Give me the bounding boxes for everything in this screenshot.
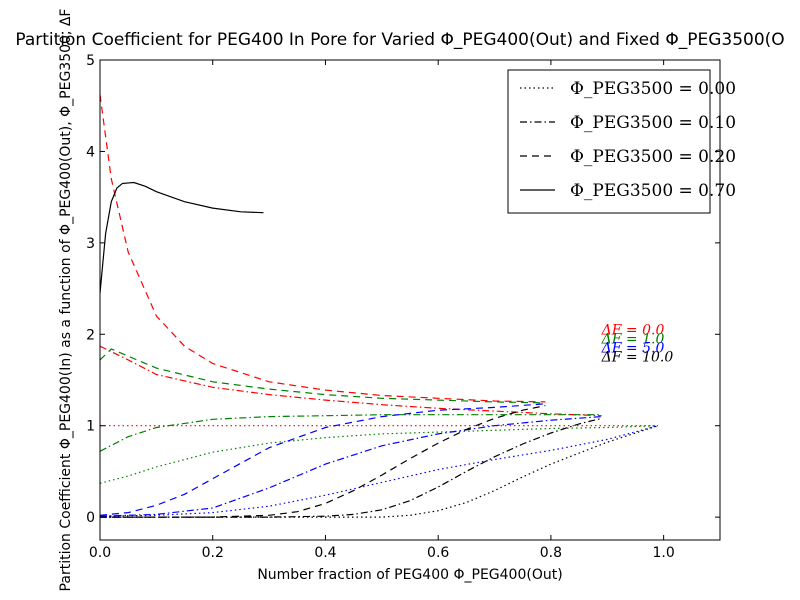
legend-label: Φ_PEG3500 = 0.00 — [570, 79, 736, 99]
x-tick-label: 0.2 — [202, 545, 224, 561]
y-tick-label: 5 — [86, 53, 95, 69]
y-tick-label: 1 — [86, 419, 95, 435]
y-tick-label: 4 — [86, 144, 95, 160]
legend-label: Φ_PEG3500 = 0.70 — [570, 181, 736, 201]
x-tick-label: 0.0 — [89, 545, 111, 561]
legend: Φ_PEG3500 = 0.00 Φ_PEG3500 = 0.10 Φ_PEG350… — [508, 70, 736, 213]
x-tick-label: 0.6 — [427, 545, 449, 561]
x-tick-label: 0.4 — [314, 545, 336, 561]
y-axis-title: Partition Coefficient Φ_PEG400(In) as a … — [58, 9, 74, 592]
y-tick-label: 3 — [86, 236, 95, 252]
annotation-layer: ΔF = 0.0ΔF = 1.0ΔF = 5.0ΔF = 10.0 — [601, 322, 674, 365]
y-tick-label: 2 — [86, 327, 95, 343]
legend-label: Φ_PEG3500 = 0.10 — [570, 113, 736, 133]
x-axis-title: Number fraction of PEG400 Φ_PEG400(Out) — [257, 567, 562, 583]
chart-title: Partition Coefficient for PEG400 In Pore… — [15, 30, 784, 50]
legend-label: Φ_PEG3500 = 0.20 — [570, 147, 736, 167]
x-tick-label: 1.0 — [653, 545, 675, 561]
deltaF-annotation: ΔF = 10.0 — [601, 350, 674, 366]
x-tick-label: 0.8 — [540, 545, 562, 561]
y-tick-label: 0 — [86, 510, 95, 526]
